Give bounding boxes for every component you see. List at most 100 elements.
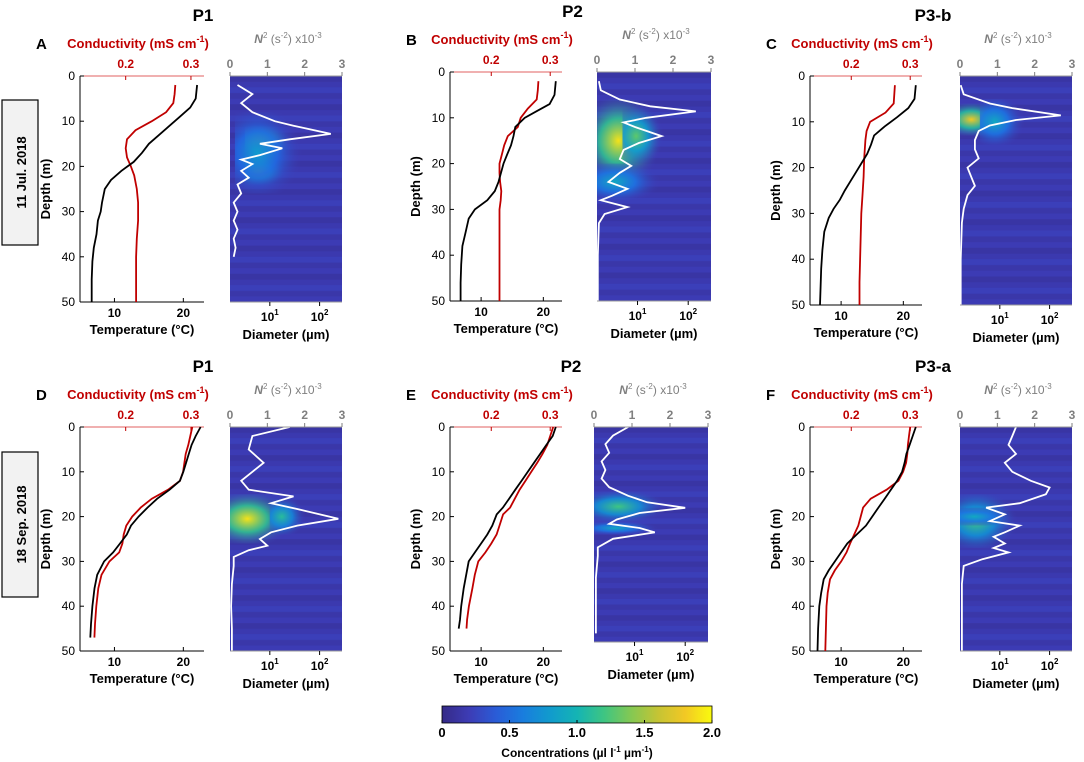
n2-tick-label: 3 [339,408,346,422]
n2-tick-label: 0 [594,53,601,67]
panel-f: P3-a F Conductivity (mS cm-1) N2 (s-2) x10-… [766,357,1076,691]
depth-tick-label: 0 [438,420,445,434]
depth-tick-label: 40 [792,599,806,613]
temperature-axis-title: Temperature (°C) [814,671,919,686]
temperature-tick-label: 10 [108,306,122,320]
panel-a: P1 A Conductivity (mS cm-1) N2 (s-2) x10-3 0… [36,6,346,342]
depth-axis-title: Depth (m) [768,160,783,221]
depth-tick-label: 30 [432,202,446,216]
depth-tick-label: 10 [792,115,806,129]
row-label-1-text: 11 Jul. 2018 [14,136,29,208]
depth-tick-label: 0 [438,65,445,79]
colorbar: 0 0.5 1.0 1.5 2.0 Concentrations (µl l-1 µm-… [438,705,721,760]
depth-tick-label: 10 [62,114,76,128]
conductivity-profile-line [93,426,194,638]
n2-profile-line [961,427,1051,651]
depth-tick-label: 30 [62,205,76,219]
depth-tick-label: 20 [792,161,806,175]
depth-tick-label: 40 [432,599,446,613]
depth-axis-title: Depth (m) [768,509,783,570]
conductivity-tick-label: 0.2 [117,408,134,422]
conductivity-profile-line [824,426,912,652]
depth-tick-label: 30 [62,554,76,568]
depth-tick-label: 10 [432,465,446,479]
station-title: P3-b [915,6,952,25]
depth-tick-label: 10 [62,465,76,479]
conductivity-tick-label: 0.3 [183,408,200,422]
panel-letter: D [36,387,47,404]
conductivity-axis-title: Conductivity (mS cm-1) [791,34,933,51]
panel-d: P1 D Conductivity (mS cm-1) N2 (s-2) x10-3 0… [36,357,346,691]
diameter-axis-title: Diameter (µm) [611,326,698,341]
temperature-tick-label: 10 [834,309,848,323]
depth-tick-label: 0 [798,420,805,434]
row-label-2: 18 Sep. 2018 [1,451,39,598]
temperature-tick-label: 10 [474,305,488,319]
n2-tick-label: 1 [629,408,636,422]
n2-tick-label: 0 [227,57,234,71]
depth-tick-label: 20 [432,510,446,524]
row-label-2-text: 18 Sep. 2018 [14,485,29,563]
conductivity-tick-label: 0.2 [117,57,134,71]
row-label-1: 11 Jul. 2018 [1,99,39,246]
depth-tick-label: 50 [62,295,76,309]
station-title: P1 [193,6,214,25]
n2-axis-title: N2 (s-2) x10-3 [984,382,1052,397]
depth-tick-label: 40 [432,248,446,262]
depth-axis-title: Depth (m) [38,159,53,220]
diameter-tick-label: 101 [991,657,1009,673]
panel-letter: B [406,32,417,49]
diameter-tick-label: 102 [676,648,694,664]
station-title: P1 [193,357,214,376]
n2-tick-label: 3 [708,53,715,67]
diameter-tick-label: 102 [1041,657,1059,673]
n2-tick-label: 0 [227,408,234,422]
n2-tick-label: 1 [994,408,1001,422]
depth-axis-title: Depth (m) [408,156,423,217]
depth-tick-label: 0 [68,69,75,83]
n2-profile-line [960,84,1061,305]
depth-tick-label: 20 [62,159,76,173]
temperature-tick-label: 20 [537,655,551,669]
conductivity-tick-label: 0.2 [483,53,500,67]
depth-axis-title: Depth (m) [408,509,423,570]
depth-tick-label: 0 [68,420,75,434]
temperature-profile-line [459,81,557,301]
n2-profile-line [232,84,331,257]
colorbar-tick-label: 2.0 [703,725,721,740]
n2-axis-title: N2 (s-2) x10-3 [254,31,322,46]
temperature-tick-label: 10 [474,655,488,669]
temperature-axis-title: Temperature (°C) [90,322,195,337]
depth-tick-label: 30 [432,554,446,568]
temperature-profile-line [90,84,198,302]
depth-tick-label: 20 [62,510,76,524]
panel-letter: F [766,387,775,404]
n2-profile-line [597,81,696,301]
n2-profile-line [230,427,339,651]
diameter-tick-label: 102 [311,657,329,673]
concentration-heatmap [960,427,1072,651]
conductivity-profile-line [124,84,177,302]
depth-tick-label: 50 [792,644,806,658]
n2-tick-label: 1 [264,57,271,71]
conductivity-axis-title: Conductivity (mS cm-1) [67,385,209,402]
depth-tick-label: 10 [432,111,446,125]
temperature-tick-label: 20 [897,309,911,323]
diameter-tick-label: 101 [629,307,647,323]
temperature-tick-label: 10 [834,655,848,669]
temperature-profile-line [89,426,202,638]
panel-b: P2 B Conductivity (mS cm-1) N2 (s-2) x10-3 0… [406,2,715,341]
temperature-axis-title: Temperature (°C) [454,671,559,686]
n2-tick-label: 1 [632,53,639,67]
conductivity-tick-label: 0.3 [542,53,559,67]
n2-tick-label: 2 [1031,408,1038,422]
n2-axis-title: N2 (s-2) x10-3 [619,382,687,397]
conductivity-tick-label: 0.2 [483,408,500,422]
temperature-tick-label: 20 [177,655,191,669]
diameter-tick-label: 102 [679,307,697,323]
conductivity-axis-title: Conductivity (mS cm-1) [791,385,933,402]
n2-tick-label: 2 [667,408,674,422]
conductivity-tick-label: 0.3 [542,408,559,422]
colorbar-tick-label: 1.0 [568,725,586,740]
depth-axis-title: Depth (m) [38,509,53,570]
